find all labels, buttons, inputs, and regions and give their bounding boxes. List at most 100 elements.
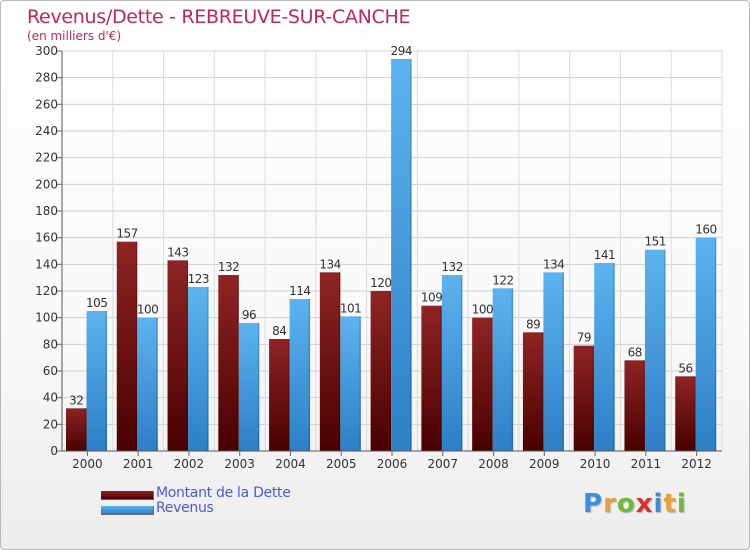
bar-dette [573,345,595,451]
logo-letter: P [583,489,604,519]
bar-dette [66,408,87,451]
proxiti-logo: Proxiti [583,489,687,519]
bar-revenus [340,316,361,451]
logo-letter: x [635,489,654,519]
data-label-dette: 32 [69,393,83,407]
bar-dette [319,272,341,451]
data-label-dette: 143 [167,245,188,259]
data-label-dette: 79 [577,331,591,345]
bar-revenus-edge [714,237,717,451]
y-tick-label: 180 [35,204,58,218]
bar-dette-edge [85,408,87,451]
data-label-revenus: 105 [86,296,107,310]
x-tick-label: 2012 [681,457,712,471]
bar-dette-edge [389,291,392,451]
data-label-dette: 89 [526,317,540,331]
y-tick-label: 80 [43,337,58,351]
data-label-revenus: 122 [492,273,513,287]
legend-label-dette: Montant de la Dette [156,485,291,501]
bar-dette-edge [643,360,645,451]
bar-dette [421,305,442,451]
bar-revenus-edge [460,275,463,451]
bar-revenus-edge [663,249,666,451]
data-label-dette: 132 [218,260,239,274]
y-tick-label: 60 [43,364,58,378]
bar-revenus-edge [207,287,209,451]
bar-revenus-edge [105,311,107,451]
x-tick-label: 2007 [427,457,458,471]
y-tick-label: 300 [35,44,58,58]
bar-revenus [289,299,311,451]
logo-letter: r [603,489,617,519]
y-tick-label: 0 [50,444,58,458]
data-label-revenus: 114 [289,284,310,298]
data-label-dette: 157 [116,227,137,241]
data-label-revenus: 134 [543,257,564,271]
data-label-dette: 120 [370,276,391,290]
x-tick-label: 2004 [275,457,306,471]
bar-dette [675,376,696,451]
x-tick-label: 2010 [580,457,611,471]
chart-subtitle: (en milliers d'€) [27,29,122,43]
bar-dette [218,275,239,451]
y-tick-label: 40 [43,391,58,405]
data-label-dette: 84 [272,324,286,338]
y-tick-label: 260 [35,97,58,111]
bar-dette [624,360,645,451]
bar-dette-edge [338,272,341,451]
data-label-dette: 109 [421,291,442,305]
data-label-revenus: 294 [391,44,412,58]
bar-revenus [543,272,564,451]
bar-dette [269,339,290,451]
x-tick-label: 2002 [174,457,205,471]
bar-dette-edge [592,345,595,451]
bar-dette [522,332,544,451]
bar-revenus [644,249,666,451]
x-tick-label: 2001 [123,457,154,471]
bar-dette [472,317,493,451]
bar-dette [167,260,189,451]
data-label-revenus: 132 [441,260,462,274]
bar-revenus [594,263,615,451]
bar-revenus [86,311,107,451]
y-tick-label: 140 [35,257,58,271]
x-tick-label: 2011 [631,457,662,471]
y-tick-label: 160 [35,231,58,245]
bar-dette [370,291,392,451]
data-label-dette: 100 [472,303,493,317]
data-label-revenus: 160 [695,223,716,237]
data-label-revenus: 151 [645,235,666,249]
x-tick-label: 2006 [377,457,408,471]
y-tick-label: 240 [35,124,58,138]
y-tick-label: 100 [35,311,58,325]
bar-dette-edge [186,260,189,451]
bar-revenus-edge [308,299,311,451]
bar-revenus-edge [613,263,615,451]
bar-dette-edge [491,317,493,451]
bar-dette-edge [288,339,290,451]
chart-title: Revenus/Dette - REBREUVE-SUR-CANCHE [27,6,411,28]
bar-revenus [137,317,158,451]
bar-revenus [188,287,209,451]
data-label-dette: 68 [628,345,642,359]
logo-letter: o [616,489,636,519]
y-tick-label: 20 [43,417,58,431]
x-tick-label: 2005 [326,457,357,471]
y-tick-label: 220 [35,151,58,165]
data-label-revenus: 123 [188,272,209,286]
x-tick-label: 2000 [72,457,103,471]
bar-revenus [492,288,514,451]
y-tick-label: 280 [35,71,58,85]
bar-revenus [695,237,717,451]
bar-revenus-edge [562,272,564,451]
logo-letter: t [663,489,677,519]
y-tick-label: 200 [35,177,58,191]
x-tick-label: 2008 [478,457,509,471]
data-label-revenus: 141 [594,248,615,262]
data-label-revenus: 100 [137,303,158,317]
legend-swatch-dette [101,491,154,500]
logo-letter: i [653,489,664,519]
bar-revenus-edge [359,316,361,451]
logo-letter: i [676,489,687,519]
